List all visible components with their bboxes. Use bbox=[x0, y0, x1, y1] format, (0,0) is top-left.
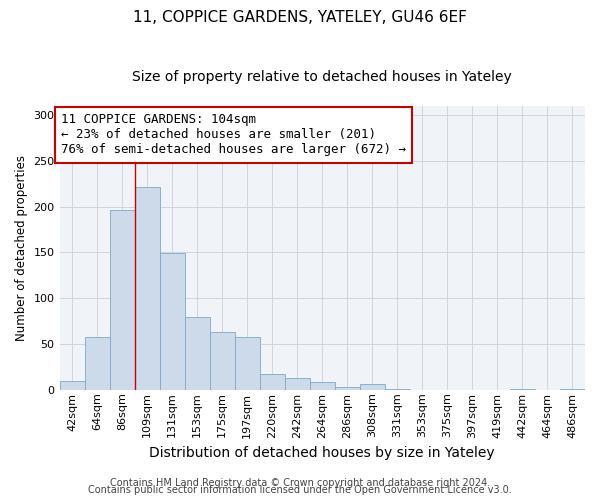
X-axis label: Distribution of detached houses by size in Yateley: Distribution of detached houses by size … bbox=[149, 446, 495, 460]
Bar bbox=[160, 254, 185, 390]
Bar bbox=[510, 389, 535, 390]
Bar bbox=[560, 389, 585, 390]
Bar bbox=[260, 374, 285, 390]
Text: Contains HM Land Registry data © Crown copyright and database right 2024.: Contains HM Land Registry data © Crown c… bbox=[110, 478, 490, 488]
Bar bbox=[360, 384, 385, 390]
Bar bbox=[59, 380, 85, 390]
Bar bbox=[235, 336, 260, 390]
Bar bbox=[134, 186, 160, 390]
Title: Size of property relative to detached houses in Yateley: Size of property relative to detached ho… bbox=[133, 70, 512, 84]
Bar bbox=[209, 332, 235, 390]
Bar bbox=[285, 378, 310, 390]
Bar bbox=[185, 316, 209, 390]
Bar bbox=[310, 382, 335, 390]
Y-axis label: Number of detached properties: Number of detached properties bbox=[15, 155, 28, 341]
Text: 11, COPPICE GARDENS, YATELEY, GU46 6EF: 11, COPPICE GARDENS, YATELEY, GU46 6EF bbox=[133, 10, 467, 25]
Bar bbox=[335, 387, 360, 390]
Text: 11 COPPICE GARDENS: 104sqm
← 23% of detached houses are smaller (201)
76% of sem: 11 COPPICE GARDENS: 104sqm ← 23% of deta… bbox=[61, 114, 406, 156]
Bar bbox=[385, 389, 410, 390]
Bar bbox=[110, 210, 134, 390]
Bar bbox=[85, 336, 110, 390]
Text: Contains public sector information licensed under the Open Government Licence v3: Contains public sector information licen… bbox=[88, 485, 512, 495]
